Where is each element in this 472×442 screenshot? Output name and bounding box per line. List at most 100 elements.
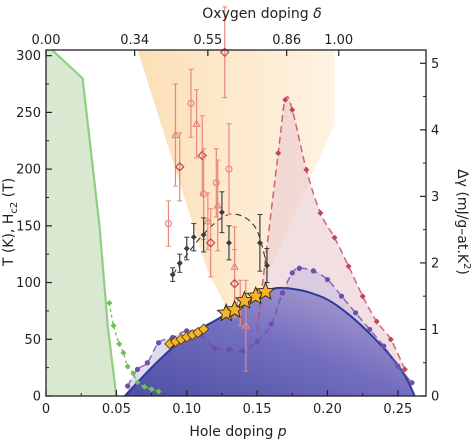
green-point <box>141 383 148 390</box>
purple-gamma-point <box>212 345 218 351</box>
pseudogap-point <box>219 47 230 58</box>
magenta-gamma-point <box>373 318 380 325</box>
top-tick-label: 0.00 <box>32 33 61 48</box>
y-left-tick-label: 0 <box>33 390 41 405</box>
y-right-tick-label: 0 <box>431 390 439 405</box>
purple-gamma-point <box>367 326 373 333</box>
y-left-tick-label: 100 <box>16 276 41 291</box>
top-tick-label: 0.34 <box>120 33 149 48</box>
pseudogap-point <box>174 161 185 172</box>
x-tick-label: 0 <box>42 402 50 417</box>
green-point <box>148 386 155 393</box>
x-tick-label: 0.25 <box>383 402 412 417</box>
purple-gamma-point <box>155 340 162 346</box>
right-axis-label: Δγ (mJ/g–at.K2) <box>454 169 472 275</box>
plot-frame <box>45 49 427 397</box>
y-right-tick-label: 2 <box>431 256 439 271</box>
top-axis-label: Oxygen doping δ <box>202 6 321 22</box>
green-dotted-line <box>108 302 159 393</box>
green-point <box>134 379 141 386</box>
magenta-gamma-point <box>387 336 394 343</box>
star-point <box>255 281 276 300</box>
magenta-gamma-point <box>359 293 366 300</box>
afm-region <box>46 50 117 396</box>
fills-layer <box>46 50 415 396</box>
purple-gamma-point <box>395 363 401 369</box>
cdw-point <box>256 239 263 246</box>
magenta-gamma-point <box>401 366 408 373</box>
purple-gamma-point <box>226 346 232 353</box>
purple-gamma-point <box>310 268 317 274</box>
cdw-point <box>183 245 190 252</box>
y-left-tick-label: 300 <box>16 49 41 64</box>
pseudogap-point <box>205 238 216 248</box>
cdw-point <box>225 239 232 246</box>
pseudogap-point <box>192 118 201 127</box>
top-tick-label: 0.86 <box>272 33 301 48</box>
orange-diamond-point <box>198 323 210 335</box>
pseudogap-point <box>164 219 173 228</box>
pseudogap-point <box>187 99 195 107</box>
afm-boundary-line <box>50 50 118 396</box>
purple-gamma-point <box>381 343 387 349</box>
purple-gamma-point <box>240 348 246 354</box>
pseudogap-point <box>213 200 222 209</box>
purple-gamma-point <box>353 310 359 316</box>
y-left-tick-label: 150 <box>16 219 41 234</box>
axes-layer: 0 0.05 0.10 0.15 0.20 0.25 0.00 0.34 0.55 0.86 1.0… <box>16 33 439 417</box>
magenta-gamma-point <box>303 166 310 173</box>
y-left-tick-label: 50 <box>24 333 41 348</box>
pseudogap-point <box>229 278 240 289</box>
pseudogap-point <box>197 150 208 161</box>
purple-gamma-point <box>254 338 260 345</box>
purple-gamma-point <box>125 383 131 389</box>
purple-gamma-point <box>268 321 274 327</box>
pseudogap-point <box>171 130 180 139</box>
star-point <box>234 290 255 310</box>
purple-gamma-point <box>279 290 286 296</box>
marks-layer <box>106 6 415 395</box>
green-point <box>106 299 113 306</box>
purple-gamma-point <box>338 293 345 299</box>
magenta-gamma-point <box>282 96 289 103</box>
green-point <box>155 388 162 395</box>
pseudogap-point <box>225 165 233 173</box>
pseudogap-point <box>212 179 220 187</box>
magenta-gamma-point <box>345 263 352 270</box>
y-right-tick-label: 4 <box>431 123 439 138</box>
top-tick-label: 0.55 <box>193 33 222 48</box>
cdw-point <box>218 209 225 216</box>
cdw-point <box>190 234 197 241</box>
top-tick-label: 1.00 <box>324 33 353 48</box>
x-tick-label: 0.20 <box>313 402 342 417</box>
y-right-tick-label: 1 <box>431 323 439 338</box>
pseudogap-point <box>203 216 213 225</box>
x-axis-label: Hole doping p <box>189 424 286 440</box>
y-right-tick-label: 5 <box>431 57 439 72</box>
pseudogap-point <box>241 320 251 329</box>
sc-dome-fill <box>124 287 415 396</box>
purple-gamma-point <box>296 265 302 271</box>
green-point <box>120 349 127 356</box>
green-point <box>124 363 131 370</box>
x-tick-label: 0.05 <box>102 402 131 417</box>
left-axis-label: T (K), Hc2 (T) <box>1 178 20 267</box>
purple-gamma-point <box>409 380 415 386</box>
pseudogap-point <box>200 190 208 198</box>
green-point <box>130 370 137 377</box>
y-right-tick-label: 3 <box>431 190 439 205</box>
magenta-gamma-point <box>289 106 296 113</box>
purple-gamma-point <box>324 276 331 283</box>
magenta-gamma-point <box>317 210 324 217</box>
purple-gamma-point <box>144 360 150 366</box>
magenta-gamma-point <box>275 150 282 157</box>
green-point <box>116 340 123 347</box>
cdw-point <box>169 271 176 278</box>
green-point <box>110 322 117 329</box>
x-tick-label: 0.15 <box>243 402 272 417</box>
purple-gamma-point <box>289 270 295 276</box>
cdw-point <box>200 231 207 238</box>
purple-gamma-point <box>134 366 141 372</box>
x-tick-label: 0.10 <box>172 402 201 417</box>
